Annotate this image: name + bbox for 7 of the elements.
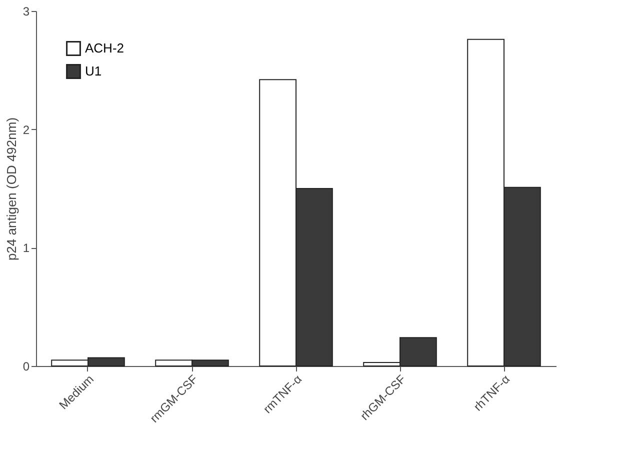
legend-label: ACH-2 [85,40,124,56]
y-tick-label: 2 [22,122,30,137]
y-axis-title: p24 antigen (OD 492nm) [4,117,19,261]
y-tick-label: 3 [22,4,30,18]
y-tick-label: 0 [22,360,30,374]
y-tick-label: 1 [22,241,30,256]
legend-label: U1 [85,64,102,78]
